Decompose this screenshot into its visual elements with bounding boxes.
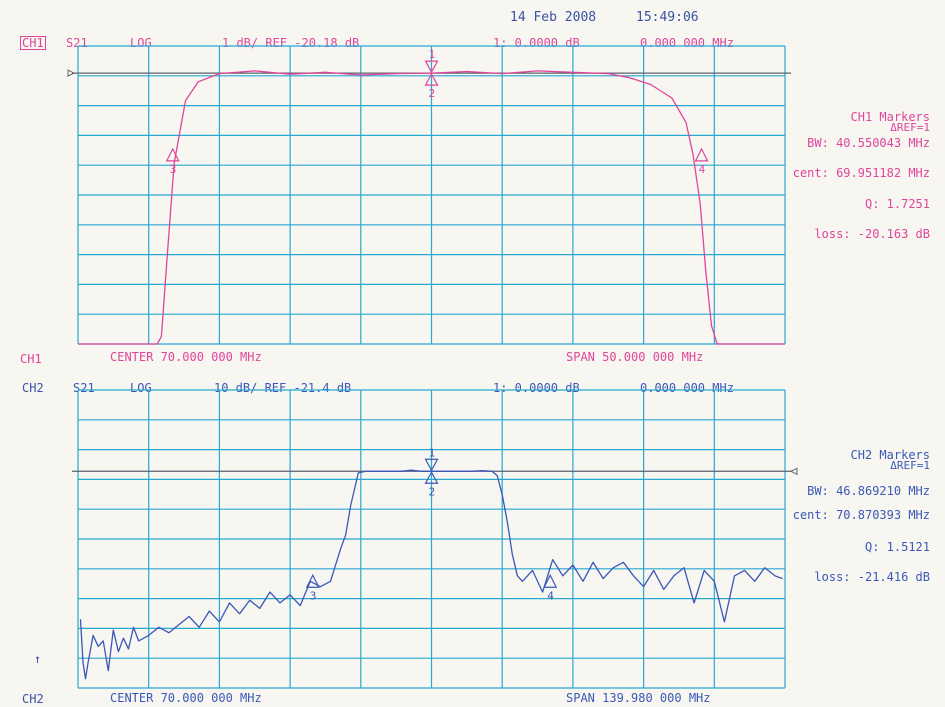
ch1-marker-4-icon bbox=[694, 147, 709, 162]
ch2-marker-readout: 1: 0.0000 dB bbox=[493, 381, 580, 395]
ch2-marker-4-icon bbox=[543, 573, 558, 588]
ch1-markers-ref: ΔREF=1 bbox=[890, 121, 930, 134]
ch1-marker-2-label: 2 bbox=[429, 87, 436, 100]
ch1-trace-line bbox=[78, 70, 785, 345]
ch2-marker-3-label: 3 bbox=[310, 589, 317, 602]
ch2-marker-1-label: 1 bbox=[429, 446, 436, 459]
ch2-ref-pointer-icon bbox=[789, 467, 798, 476]
ch2-marker-1-icon bbox=[424, 458, 439, 472]
ch1-marker-2-icon bbox=[424, 72, 439, 86]
ch2-loss: loss: -21.416 dB bbox=[814, 570, 930, 584]
ch1-ref-pointer-icon bbox=[67, 69, 76, 77]
ch2-marker-2-icon bbox=[424, 471, 439, 484]
ch2-scale: 10 dB/ REF -21.4 dB bbox=[214, 381, 352, 395]
channel-2-label[interactable]: CH2 bbox=[22, 381, 44, 395]
ch1-marker-1-icon bbox=[424, 60, 439, 74]
ch2-marker-2-label: 2 bbox=[429, 485, 436, 498]
ch2-up-arrow-icon: ↑ bbox=[34, 652, 42, 666]
ch1-loss: loss: -20.163 dB bbox=[814, 227, 930, 241]
ch2-marker-freq: 0.000 000 MHz bbox=[640, 381, 734, 395]
ch1-marker-4-label: 4 bbox=[699, 163, 706, 176]
ch1-bottom-label: CH1 bbox=[20, 352, 42, 366]
ch1-center: CENTER 70.000 000 MHz bbox=[110, 350, 262, 364]
ch2-span: SPAN 139.980 000 MHz bbox=[566, 691, 711, 705]
channel-1-label[interactable]: CH1 bbox=[20, 36, 46, 50]
ch1-marker-1-label: 1 bbox=[429, 48, 436, 61]
ch2-format: LOG bbox=[130, 381, 152, 395]
ch1-bw: BW: 40.550043 MHz bbox=[807, 136, 930, 150]
ch2-marker-3-icon bbox=[305, 573, 320, 588]
header-time: 15:49:06 bbox=[636, 10, 699, 25]
ch2-marker-4-label: 4 bbox=[547, 589, 554, 602]
ch2-q: Q: 1.5121 bbox=[864, 540, 930, 554]
ch2-center: CENTER 70.000 000 MHz bbox=[110, 691, 262, 705]
ch2-bw: BW: 46.869210 MHz bbox=[807, 484, 930, 498]
ch1-marker-3-label: 3 bbox=[170, 163, 177, 176]
ch1-cent: cent: 69.951182 MHz bbox=[792, 166, 930, 180]
ch2-trace-line bbox=[79, 469, 783, 680]
ch2-markers-ref: ΔREF=1 bbox=[890, 459, 930, 472]
header-date: 14 Feb 2008 bbox=[510, 10, 597, 25]
ch1-q: Q: 1.7251 bbox=[864, 197, 930, 211]
ch1-marker-3-icon bbox=[165, 147, 180, 162]
ch2-cent: cent: 70.870393 MHz bbox=[792, 508, 930, 522]
ch2-bottom-label: CH2 bbox=[22, 692, 44, 706]
ch2-markers-title: CH2 Markers bbox=[850, 448, 930, 462]
ch1-span: SPAN 50.000 000 MHz bbox=[566, 350, 704, 364]
ch1-markers-title: CH1 Markers bbox=[850, 110, 930, 124]
